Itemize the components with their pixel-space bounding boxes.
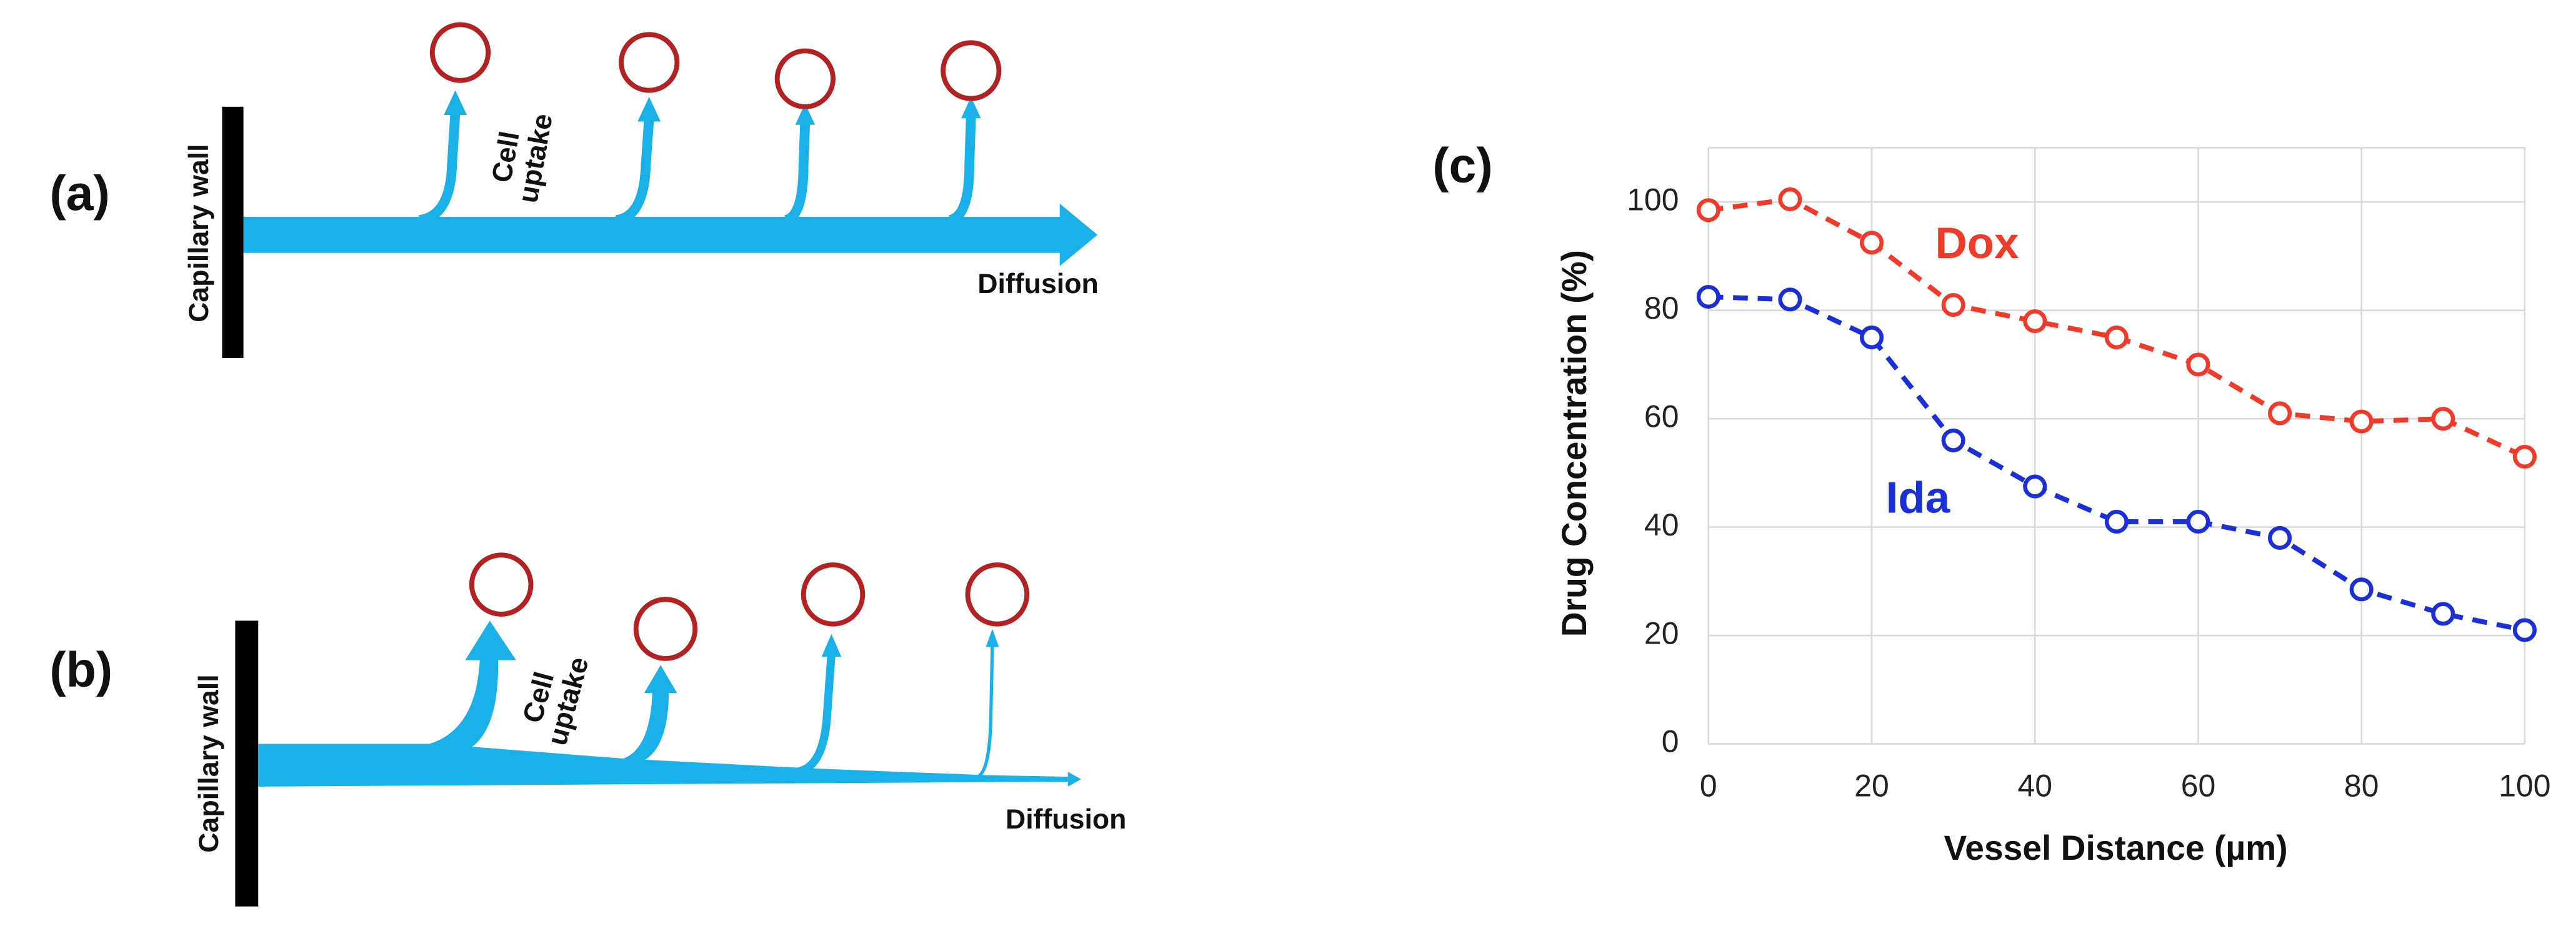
data-point [2186, 352, 2210, 377]
uptake-arrows [796, 644, 994, 779]
diffusion-label: Diffusion [977, 269, 1098, 299]
x-tick-label: 20 [1854, 769, 1889, 804]
data-point [2512, 444, 2537, 469]
data-point [1696, 198, 1720, 222]
y-tick-label: 60 [1644, 399, 1679, 434]
series-label: Ida [1886, 473, 1950, 522]
y-axis-title: Drug Concentration (%) [1555, 250, 1594, 637]
capillary-wall [222, 106, 244, 358]
x-tick-label: 100 [2499, 769, 2550, 804]
series-line [1708, 294, 2525, 633]
data-point [2349, 409, 2374, 434]
data-point [2349, 577, 2374, 602]
x-tick-label: 40 [2017, 769, 2052, 804]
data-point [2023, 309, 2047, 334]
data-point [2104, 509, 2129, 534]
y-tick-label: 0 [1662, 724, 1679, 759]
data-point [2512, 618, 2537, 642]
cells [429, 22, 1002, 109]
data-point [1859, 326, 1884, 350]
data-point [1941, 292, 1965, 317]
y-tick-label: 80 [1644, 291, 1679, 326]
data-point [2431, 602, 2455, 626]
x-tick-label: 80 [2344, 769, 2379, 804]
data-point [2104, 326, 2129, 350]
y-tick-label: 20 [1644, 615, 1679, 650]
uptake-arrows [418, 111, 976, 226]
panel-label: (b) [49, 642, 112, 697]
wall-label: Capillary wall [194, 674, 224, 852]
data-point [1696, 284, 1720, 309]
x-tick-label: 0 [1700, 769, 1717, 804]
y-tick-label: 100 [1627, 182, 1679, 217]
uptake-line: uptake [512, 111, 558, 205]
panel-label: (a) [49, 166, 109, 221]
data-point [2186, 509, 2210, 534]
data-point [2268, 401, 2292, 426]
y-tick-label: 40 [1644, 507, 1679, 542]
x-axis-title: Vessel Distance (µm) [1944, 829, 2288, 867]
series-label: Dox [1935, 219, 2019, 268]
data-point [1859, 231, 1884, 255]
data-point [2023, 474, 2047, 499]
data-point [1778, 187, 1802, 211]
diagram-a: (a) Capillary wall Cell uptake Diffusion [49, 22, 1099, 358]
cells [469, 552, 1030, 661]
uptake-heads [821, 629, 999, 657]
chart: (c) Vessel Distance (µm) Drug Concentrat… [1432, 138, 2550, 867]
diagram-b: (b) Capillary wall Cell uptake Diffusion [49, 552, 1126, 907]
diffusion-label: Diffusion [1006, 804, 1126, 835]
x-tick-label: 60 [2181, 769, 2216, 804]
uptake-label: Cell uptake [513, 646, 594, 749]
data-point [2268, 525, 2292, 550]
arrows [243, 203, 1098, 266]
uptake-label: Cell uptake [484, 106, 559, 205]
wall-label: Capillary wall [184, 144, 214, 322]
data-point [2431, 407, 2455, 431]
uptake-heads [444, 90, 981, 125]
data-point [1778, 287, 1802, 312]
capillary-wall [235, 620, 259, 907]
arrows [258, 620, 1081, 787]
data-point [1941, 428, 1965, 452]
panel-label: (c) [1432, 138, 1492, 193]
